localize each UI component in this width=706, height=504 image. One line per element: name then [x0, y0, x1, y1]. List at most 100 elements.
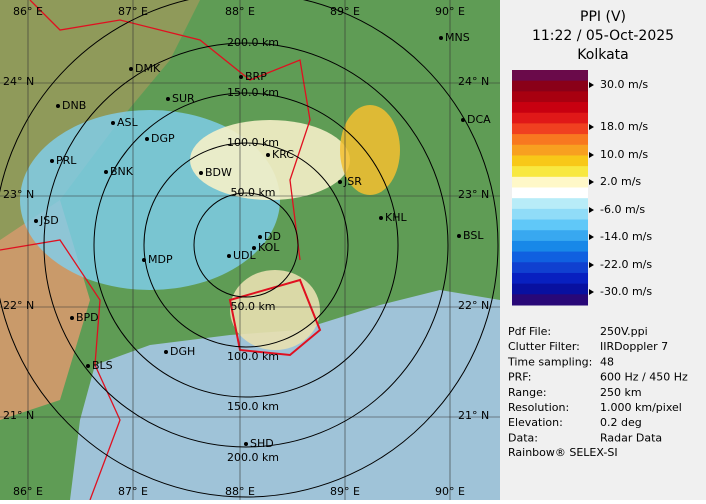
legend-label: 30.0 m/s [600, 78, 648, 91]
color-swatch [512, 230, 588, 242]
latitude-label: 22° N [458, 299, 489, 312]
city-label: KRC [272, 148, 294, 161]
echo [190, 120, 350, 200]
city-dot [129, 67, 133, 71]
info-value: 250 km [600, 386, 642, 399]
info-label: Clutter Filter: [508, 340, 580, 353]
color-swatch [512, 219, 588, 231]
longitude-label: 89° E [330, 5, 360, 18]
latitude-label: 23° N [458, 188, 489, 201]
legend-label: -14.0 m/s [600, 230, 652, 243]
city-dot [86, 364, 90, 368]
city-dot [244, 442, 248, 446]
range-label: 200.0 km [227, 451, 279, 464]
info-value: 48 [600, 355, 614, 368]
city-dot [258, 235, 262, 239]
echo [340, 105, 400, 195]
datetime: 11:22 / 05-Oct-2025 [532, 28, 674, 44]
city-label: JSD [39, 214, 59, 227]
info-label: Resolution: [508, 401, 569, 414]
color-swatch [512, 134, 588, 146]
city-dot [70, 316, 74, 320]
city-label: DMK [135, 62, 161, 75]
latitude-label: 23° N [3, 188, 34, 201]
sea [70, 290, 500, 500]
color-swatch [512, 176, 588, 188]
info-value: 0.2 deg [600, 416, 642, 429]
longitude-label: 88° E [225, 485, 255, 498]
info-value: IIRDoppler 7 [600, 340, 668, 353]
legend-label: 2.0 m/s [600, 175, 641, 188]
title: PPI (V) [580, 9, 626, 25]
city-dot [379, 216, 383, 220]
color-swatch [512, 91, 588, 103]
city-dot [142, 258, 146, 262]
city-label: BLS [92, 359, 113, 372]
city-label: DD [264, 230, 281, 243]
color-swatch [512, 283, 588, 295]
info-label: Range: [508, 386, 547, 399]
city-label: JSR [343, 175, 362, 188]
info-value: 1.000 km/pixel [600, 401, 682, 414]
city-dot [145, 137, 149, 141]
city-label: BSL [463, 229, 484, 242]
longitude-label: 90° E [435, 485, 465, 498]
city-label: DGP [151, 132, 175, 145]
legend-arrow [589, 207, 594, 213]
range-rings [0, 0, 499, 498]
longitude-label: 90° E [435, 5, 465, 18]
city-dot [266, 153, 270, 157]
city-label: DNB [62, 99, 86, 112]
echo [230, 270, 320, 350]
info-value: Radar Data [600, 431, 662, 444]
city-label: BRP [245, 70, 267, 83]
city-dot [239, 75, 243, 79]
color-swatch [512, 80, 588, 92]
state-boundary [0, 0, 311, 501]
color-swatch [512, 262, 588, 274]
city-dot [457, 234, 461, 238]
range-label: 50.0 km [230, 300, 275, 313]
range-label: 150.0 km [227, 400, 279, 413]
legend-arrow [589, 289, 594, 295]
color-swatch [512, 240, 588, 253]
legend-arrow [589, 179, 594, 185]
range-label: 100.0 km [227, 136, 279, 149]
info-label: Elevation: [508, 416, 563, 429]
color-swatch [512, 166, 588, 178]
city-label: DGH [170, 345, 195, 358]
legend-label: 18.0 m/s [600, 120, 648, 133]
city-dot [439, 36, 443, 40]
color-swatch [512, 251, 588, 263]
color-swatch [512, 198, 588, 210]
legend-arrow [589, 82, 594, 88]
info-value: 600 Hz / 450 Hz [600, 371, 688, 384]
range-label: 50.0 km [230, 186, 275, 199]
color-swatch [512, 102, 588, 114]
color-swatch [512, 144, 588, 156]
city-label: BDW [205, 166, 232, 179]
color-swatch [512, 187, 588, 199]
city-dot [56, 104, 60, 108]
color-swatch [512, 272, 588, 285]
city-dot [199, 171, 203, 175]
legend-label: -22.0 m/s [600, 258, 652, 271]
latitude-label: 21° N [458, 409, 489, 422]
info-label: PRF: [508, 371, 531, 384]
city-label: KHL [385, 211, 407, 224]
delta-boundary [228, 278, 322, 357]
legend-arrow [589, 262, 594, 268]
city-dot [227, 254, 231, 258]
info-label: Pdf File: [508, 325, 551, 338]
legend-arrow [589, 152, 594, 158]
city-label: KOL [258, 241, 280, 254]
latitude-label: 22° N [3, 299, 34, 312]
city-label: SHD [250, 437, 274, 450]
color-swatch [512, 208, 588, 221]
latitude-label: 24° N [3, 75, 34, 88]
longitude-label: 86° E [13, 485, 43, 498]
city-dot [164, 350, 168, 354]
latitude-label: 21° N [3, 409, 34, 422]
city-label: MDP [148, 253, 173, 266]
